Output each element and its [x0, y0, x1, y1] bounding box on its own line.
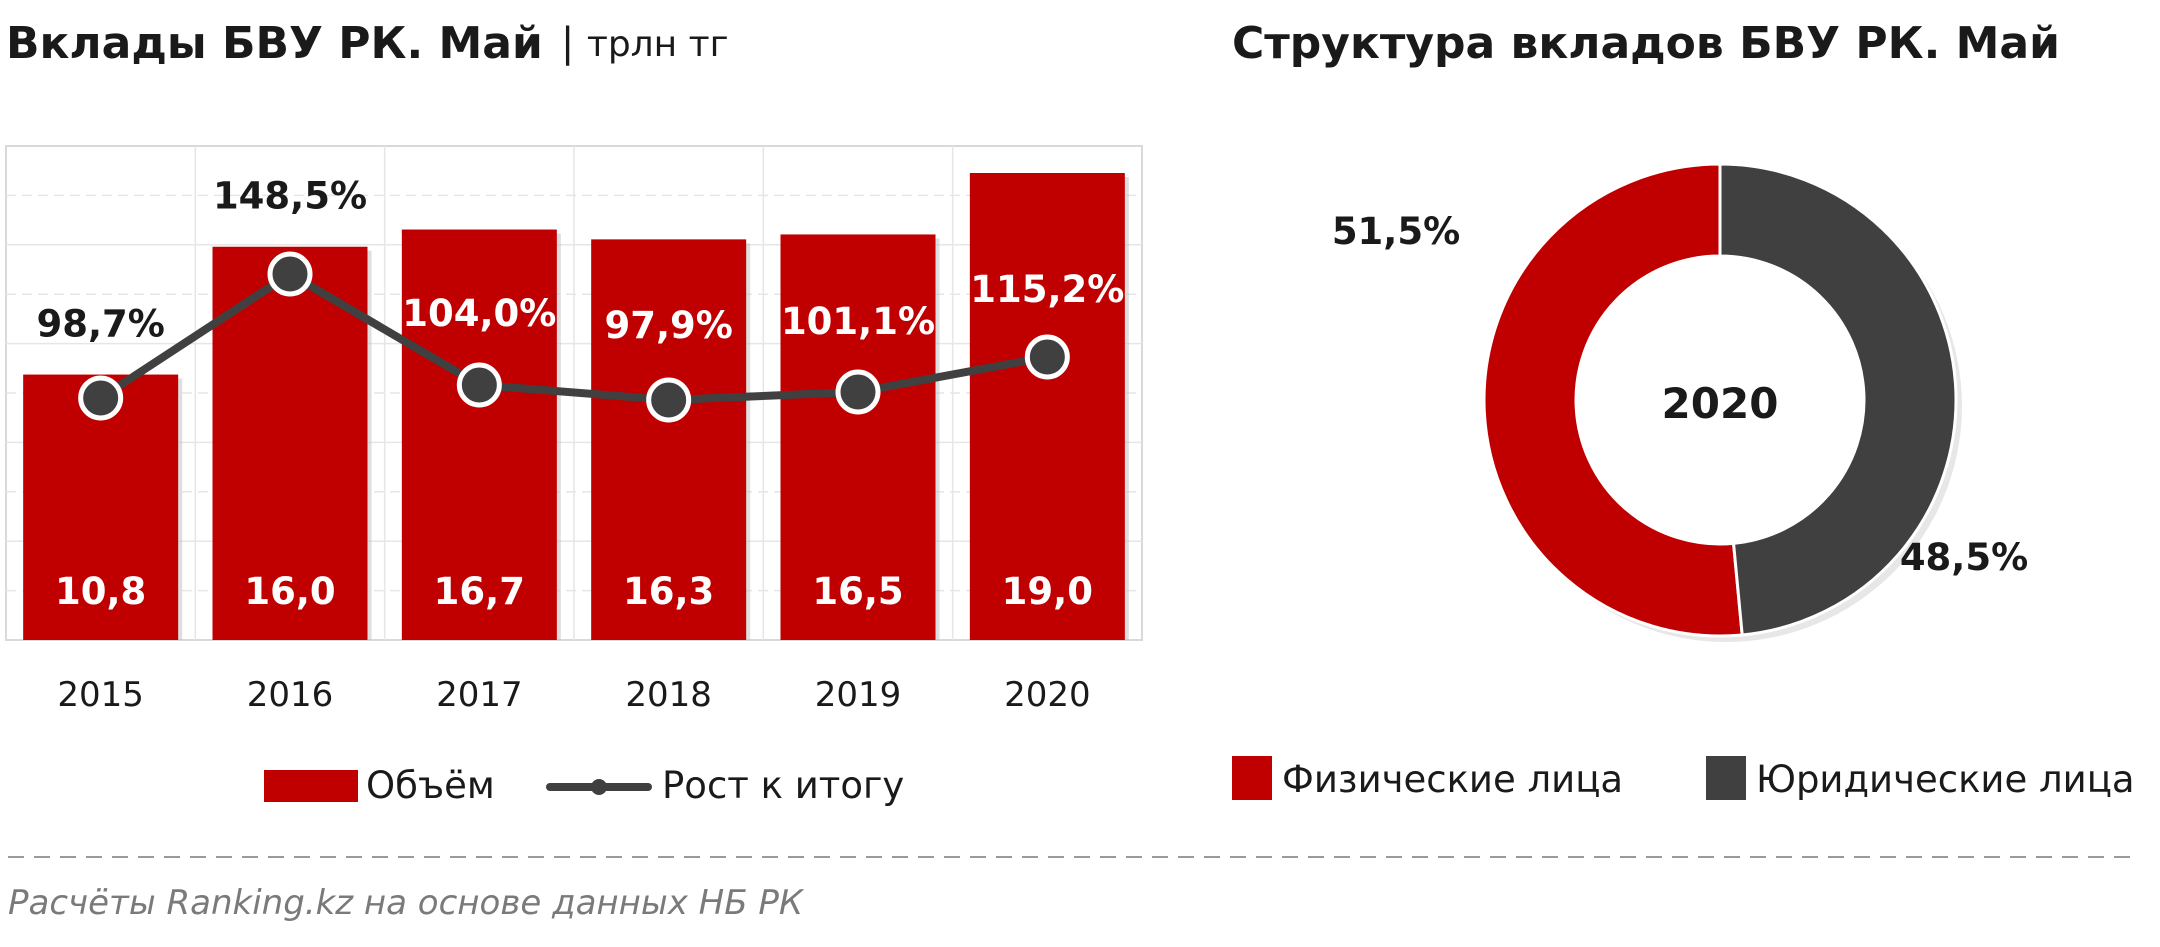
bar-2018 — [591, 239, 747, 640]
bar-2019 — [780, 234, 936, 640]
x-tick-2020: 2020 — [1004, 675, 1091, 715]
growth-line — [98, 270, 1049, 404]
donut-center-label: 2020 — [1662, 379, 1779, 428]
bar-value-label-2015: 10,8 — [55, 570, 146, 613]
growth-label-2016: 148,5% — [213, 175, 367, 218]
title-separator: | — [561, 20, 574, 66]
growth-label-2020: 115,2% — [970, 268, 1124, 311]
donut-legend: Физические лица Юридические лица — [1232, 756, 2135, 801]
legend-swatch-legal — [1706, 756, 1746, 800]
bar-2020 — [969, 173, 1125, 640]
x-tick-2017: 2017 — [436, 675, 523, 715]
bar-value-label-2020: 19,0 — [1002, 570, 1093, 613]
x-tick-2016: 2016 — [247, 675, 334, 715]
bar-value-label-2016: 16,0 — [244, 570, 335, 613]
legend-label-individuals: Физические лица — [1282, 758, 1623, 801]
bar-series — [23, 173, 1129, 640]
growth-label-2017: 104,0% — [402, 292, 556, 335]
legend-swatch-volume — [264, 770, 358, 802]
left-chart-unit: трлн тг — [587, 24, 729, 65]
growth-point-2020 — [1024, 334, 1070, 380]
slice-label-legal: 48,5% — [1900, 536, 2028, 579]
bar-chart-grid — [5, 145, 1143, 641]
growth-point-2015 — [78, 375, 124, 421]
x-tick-2015: 2015 — [57, 675, 144, 715]
bar-chart: 10,8 16,0 16,7 16,3 16,5 19,0 98,7% 148,5% 104,… — [5, 145, 1143, 715]
slice-label-individuals: 51,5% — [1332, 210, 1460, 253]
x-axis-ticks: 2015 2016 2017 2018 2019 2020 — [57, 675, 1090, 715]
growth-label-2019: 101,1% — [781, 300, 935, 343]
growth-label-2018: 97,9% — [604, 304, 732, 347]
growth-label-2015: 98,7% — [36, 303, 164, 346]
bar-value-labels: 10,8 16,0 16,7 16,3 16,5 19,0 — [55, 570, 1093, 613]
x-tick-2019: 2019 — [815, 675, 902, 715]
growth-series — [78, 251, 1070, 423]
bar-chart-legend: Объём Рост к итогу — [264, 764, 904, 807]
legend-label-volume: Объём — [366, 764, 495, 807]
growth-point-2018 — [646, 377, 692, 423]
donut-chart — [1482, 162, 1962, 642]
growth-point-2019 — [835, 369, 881, 415]
growth-point-2017 — [456, 362, 502, 408]
growth-value-labels: 98,7% 148,5% 104,0% 97,9% 101,1% 115,2% — [36, 175, 1124, 347]
legend-label-growth: Рост к итогу — [662, 764, 904, 807]
bar-value-label-2019: 16,5 — [812, 570, 903, 613]
legend-label-legal: Юридические лица — [1756, 758, 2135, 801]
bar-2017 — [401, 229, 557, 640]
right-chart-title: Структура вкладов БВУ РК. Май — [1232, 18, 2060, 69]
x-tick-2018: 2018 — [625, 675, 712, 715]
donut-hole — [1576, 256, 1864, 544]
growth-point-2016 — [267, 251, 313, 297]
bar-value-label-2017: 16,7 — [434, 570, 525, 613]
left-chart-title: Вклады БВУ РК. Май — [6, 18, 543, 69]
legend-marker-growth — [591, 779, 607, 795]
legend-swatch-individuals — [1232, 756, 1272, 800]
bar-value-label-2018: 16,3 — [623, 570, 714, 613]
source-note: Расчёты Ranking.kz на основе данных НБ Р… — [8, 883, 805, 923]
